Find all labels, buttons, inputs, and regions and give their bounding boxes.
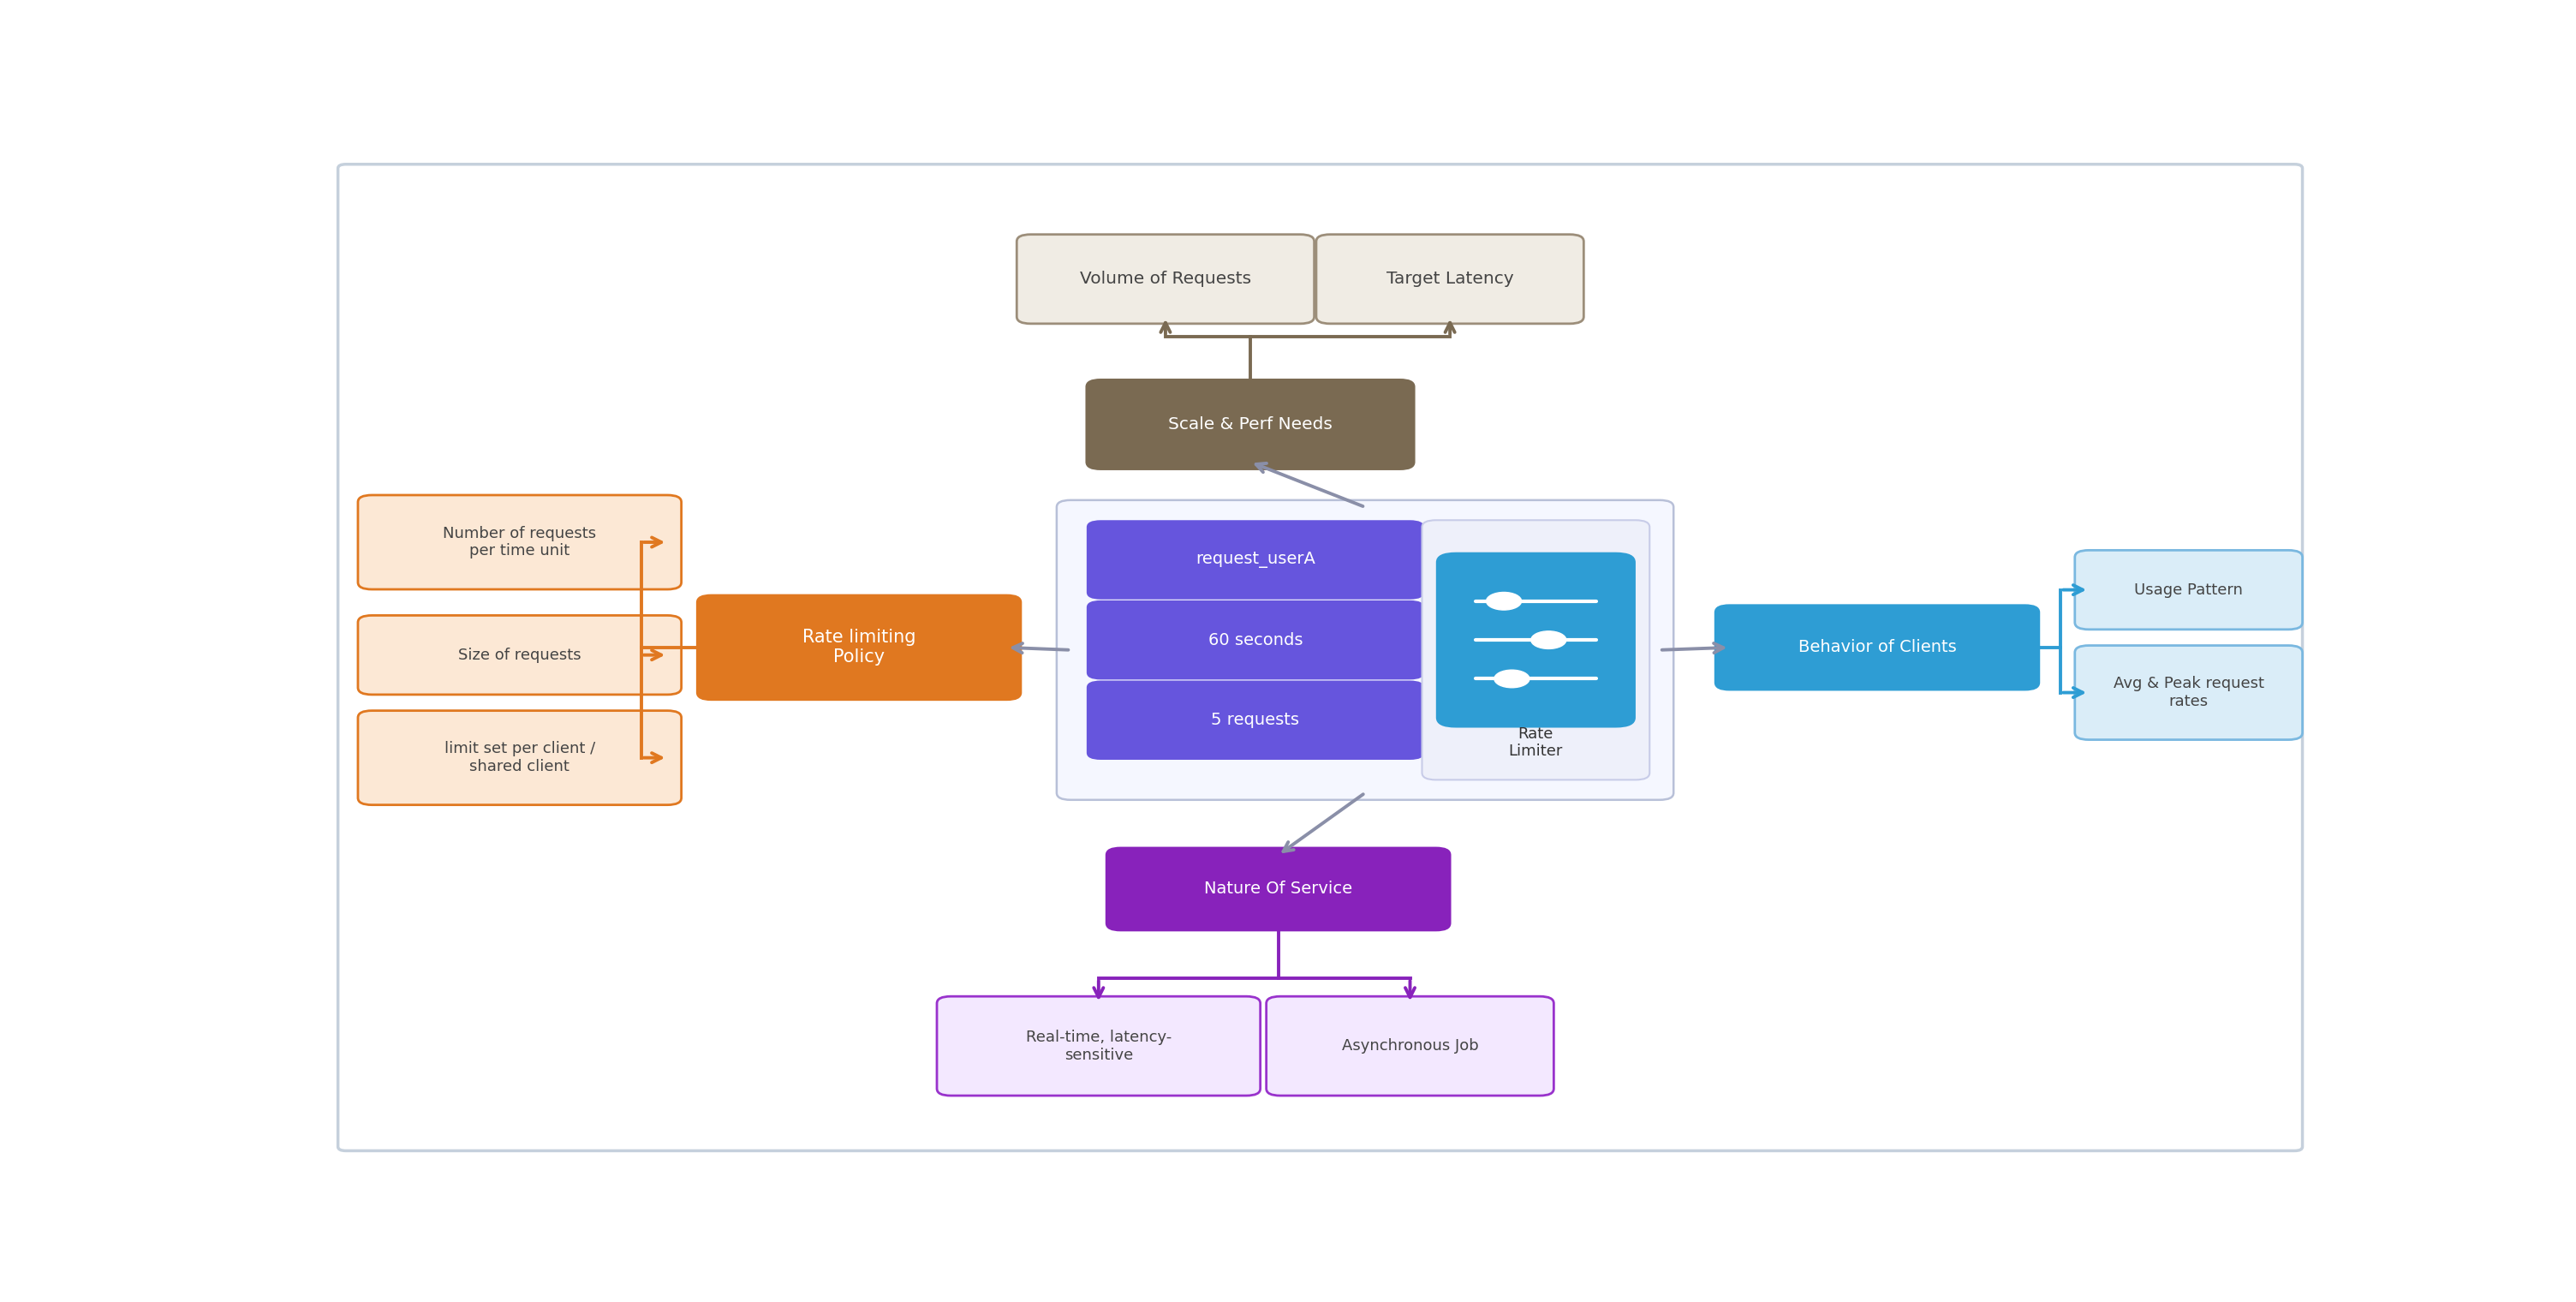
Text: Usage Pattern: Usage Pattern (2136, 582, 2244, 598)
FancyBboxPatch shape (2074, 551, 2303, 629)
Text: Avg & Peak request
rates: Avg & Peak request rates (2112, 676, 2264, 710)
Text: Rate limiting
Policy: Rate limiting Policy (801, 629, 914, 667)
FancyBboxPatch shape (1056, 500, 1674, 799)
Text: Asynchronous Job: Asynchronous Job (1342, 1038, 1479, 1053)
Text: Rate
Limiter: Rate Limiter (1510, 727, 1564, 759)
FancyBboxPatch shape (2074, 646, 2303, 740)
Text: request_userA: request_userA (1195, 552, 1316, 568)
FancyBboxPatch shape (358, 711, 680, 805)
Text: 60 seconds: 60 seconds (1208, 631, 1303, 648)
Text: Nature Of Service: Nature Of Service (1203, 881, 1352, 897)
Text: Volume of Requests: Volume of Requests (1079, 271, 1252, 288)
Text: Size of requests: Size of requests (459, 647, 582, 663)
Text: limit set per client /
shared client: limit set per client / shared client (443, 741, 595, 775)
FancyBboxPatch shape (938, 996, 1260, 1095)
FancyBboxPatch shape (337, 164, 2303, 1151)
FancyBboxPatch shape (358, 616, 680, 694)
Text: Number of requests
per time unit: Number of requests per time unit (443, 526, 595, 559)
Circle shape (1486, 592, 1522, 609)
FancyBboxPatch shape (1716, 605, 2040, 690)
Text: Scale & Perf Needs: Scale & Perf Needs (1167, 417, 1332, 432)
FancyBboxPatch shape (1087, 380, 1414, 469)
FancyBboxPatch shape (1018, 234, 1314, 324)
Text: Real-time, latency-
sensitive: Real-time, latency- sensitive (1025, 1030, 1172, 1062)
FancyBboxPatch shape (1087, 521, 1425, 599)
Circle shape (1530, 631, 1566, 648)
Text: 5 requests: 5 requests (1211, 712, 1298, 728)
FancyBboxPatch shape (1316, 234, 1584, 324)
FancyBboxPatch shape (358, 495, 680, 590)
FancyBboxPatch shape (1087, 600, 1425, 680)
FancyBboxPatch shape (1087, 681, 1425, 760)
FancyBboxPatch shape (1422, 521, 1649, 780)
FancyBboxPatch shape (1435, 552, 1636, 728)
FancyBboxPatch shape (1267, 996, 1553, 1095)
FancyBboxPatch shape (698, 595, 1020, 699)
Text: Target Latency: Target Latency (1386, 271, 1515, 288)
FancyBboxPatch shape (1108, 848, 1450, 930)
Text: Behavior of Clients: Behavior of Clients (1798, 639, 1955, 656)
Circle shape (1494, 671, 1530, 687)
